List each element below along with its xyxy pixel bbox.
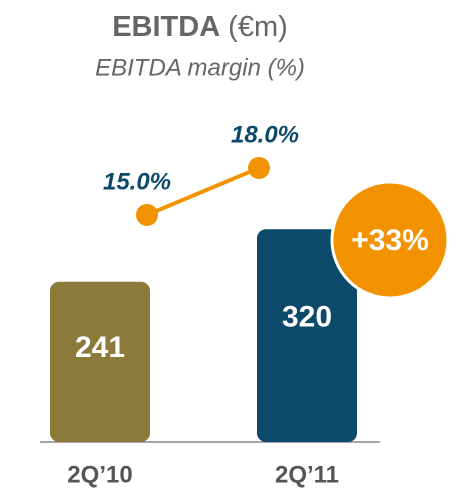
bar — [50, 281, 150, 442]
margin-label: 18.0% — [231, 121, 299, 148]
x-tick-label: 2Q’11 — [275, 461, 339, 488]
chart-subtitle: EBITDA margin (%) — [95, 54, 305, 81]
title-unit: (€m) — [228, 11, 288, 43]
x-tick-label: 2Q’10 — [67, 461, 132, 488]
margin-line — [146, 166, 260, 217]
margin-point — [248, 156, 270, 179]
title-main: EBITDA — [112, 11, 220, 43]
bar — [257, 229, 357, 442]
growth-label: +33% — [351, 224, 429, 257]
bar-value-label: 320 — [282, 300, 332, 333]
chart-title: EBITDA (€m) — [112, 11, 288, 43]
growth-badge — [330, 180, 450, 300]
margin-label: 15.0% — [103, 168, 171, 195]
bar-value-label: 241 — [75, 331, 125, 364]
margin-point — [136, 203, 158, 226]
